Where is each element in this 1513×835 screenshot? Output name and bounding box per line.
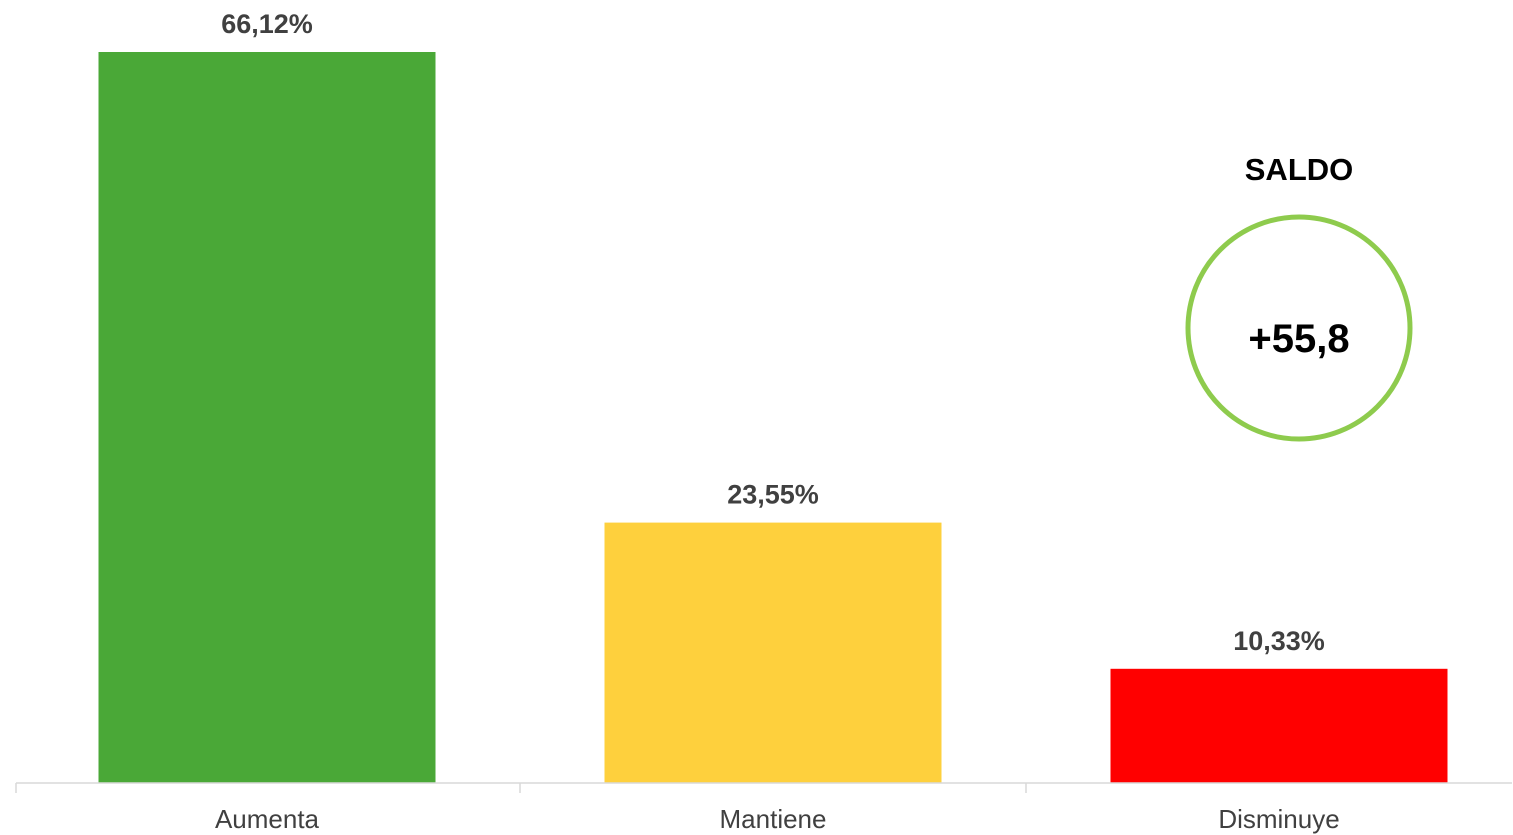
bar-aumenta (98, 52, 436, 783)
data-labels-group: 66,12% 23,55% 10,33% (221, 9, 1325, 656)
x-axis-ticks (15, 783, 1027, 793)
data-label-aumenta: 66,12% (221, 9, 313, 39)
saldo-ring (1185, 214, 1413, 442)
data-label-disminuye: 10,33% (1233, 626, 1325, 656)
category-labels-group: Aumenta Mantiene Disminuye (215, 804, 1340, 834)
saldo-title: SALDO (1245, 152, 1354, 187)
category-label-aumenta: Aumenta (215, 804, 320, 834)
saldo-value: +55,8 (1248, 317, 1349, 361)
saldo-indicator: SALDO +55,8 (1185, 152, 1413, 442)
category-label-mantiene: Mantiene (720, 804, 827, 834)
data-label-mantiene: 23,55% (727, 480, 819, 510)
bars-group (98, 52, 1448, 783)
category-label-disminuye: Disminuye (1218, 804, 1339, 834)
bar-disminuye (1110, 668, 1448, 783)
bar-mantiene (604, 522, 942, 783)
